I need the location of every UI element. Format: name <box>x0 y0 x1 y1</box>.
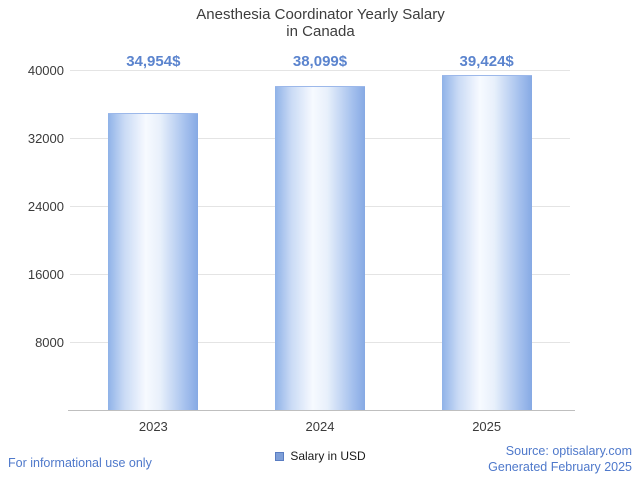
y-tick-label: 24000 <box>27 199 64 214</box>
bar-2025 <box>441 75 532 410</box>
chart-title-line2: in Canada <box>286 23 355 40</box>
legend: Salary in USD <box>0 449 641 463</box>
x-tick-label-2025: 2025 <box>472 419 502 434</box>
y-tick-label: 32000 <box>27 131 64 146</box>
value-label-2024: 38,099$ <box>292 53 348 70</box>
value-label-2025: 39,424$ <box>459 53 514 70</box>
gridline <box>70 70 570 71</box>
source-info: Source: optisalary.com Generated Februar… <box>488 443 632 475</box>
disclaimer-text: For informational use only <box>8 456 152 470</box>
y-tick-label: 40000 <box>27 63 64 78</box>
plot-area: 34,954$ 2023 38,099$ 2024 39,424$ 2025 <box>70 53 570 434</box>
y-tick-label: 8000 <box>35 335 64 350</box>
source-text: Source: optisalary.com <box>505 444 632 458</box>
x-tick-label-2024: 2024 <box>305 419 335 434</box>
bar-2023 <box>108 113 199 410</box>
chart-title: Anesthesia Coordinator Yearly Salary in … <box>0 6 641 40</box>
x-axis-line <box>68 410 575 411</box>
x-tick-label-2023: 2023 <box>138 419 168 434</box>
bar-2024 <box>275 86 365 410</box>
legend-swatch <box>275 451 285 461</box>
legend-label: Salary in USD <box>290 449 366 463</box>
y-tick-label: 16000 <box>27 267 64 282</box>
value-label-2023: 34,954$ <box>126 53 181 70</box>
generated-text: Generated February 2025 <box>488 460 632 474</box>
chart-title-line1: Anesthesia Coordinator Yearly Salary <box>196 6 445 23</box>
